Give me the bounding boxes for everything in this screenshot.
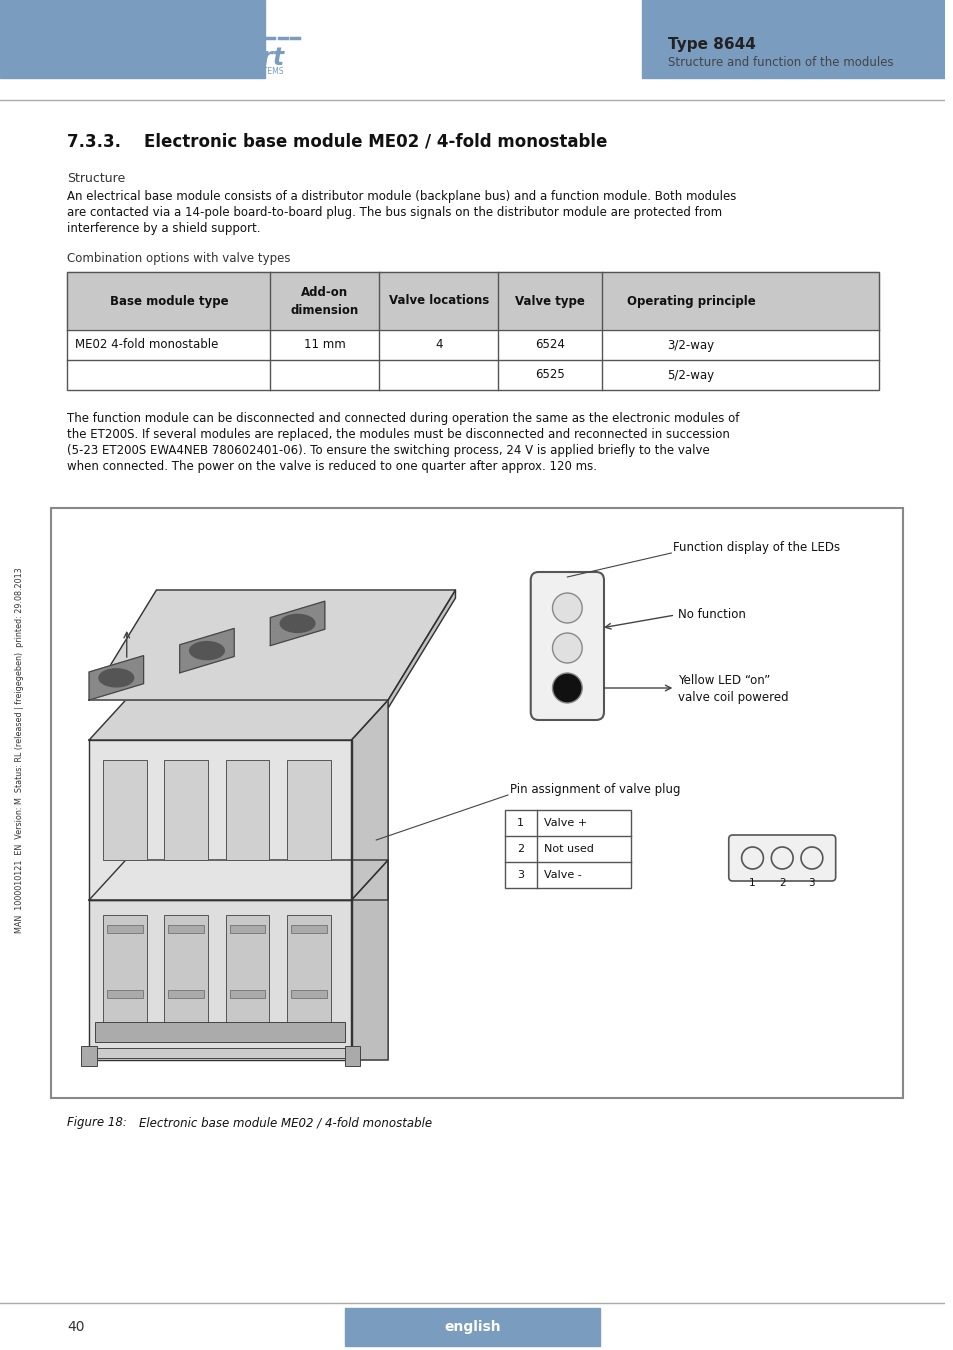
Text: 3: 3 bbox=[808, 878, 815, 888]
Text: dimension: dimension bbox=[291, 304, 358, 316]
Text: (5-23 ET200S EWA4NEB 780602401-06). To ensure the switching process, 24 V is app: (5-23 ET200S EWA4NEB 780602401-06). To e… bbox=[68, 444, 709, 458]
Text: An electrical base module consists of a distributor module (backplane bus) and a: An electrical base module consists of a … bbox=[68, 190, 736, 202]
Text: Structure: Structure bbox=[68, 171, 126, 185]
Text: when connected. The power on the valve is reduced to one quarter after approx. 1: when connected. The power on the valve i… bbox=[68, 460, 597, 472]
Text: 6524: 6524 bbox=[535, 339, 564, 351]
Text: 7.3.3.    Electronic base module ME02 / 4-fold monostable: 7.3.3. Electronic base module ME02 / 4-f… bbox=[68, 134, 607, 151]
Bar bbox=[68, 360, 879, 390]
Text: are contacted via a 14-pole board-to-board plug. The bus signals on the distribu: are contacted via a 14-pole board-to-boa… bbox=[68, 207, 721, 219]
Bar bbox=[68, 271, 879, 390]
Polygon shape bbox=[89, 900, 351, 1060]
Bar bbox=[164, 915, 208, 1035]
Bar bbox=[51, 508, 902, 1098]
Text: 1: 1 bbox=[748, 878, 755, 888]
Circle shape bbox=[552, 593, 581, 622]
Text: No function: No function bbox=[678, 609, 745, 621]
Text: Valve type: Valve type bbox=[515, 294, 584, 308]
Bar bbox=[164, 760, 208, 860]
Bar bbox=[287, 760, 331, 860]
Bar bbox=[344, 1308, 599, 1346]
Text: ME02 4-fold monostable: ME02 4-fold monostable bbox=[75, 339, 218, 351]
Text: Operating principle: Operating principle bbox=[626, 294, 755, 308]
Text: Yellow LED “on”: Yellow LED “on” bbox=[678, 675, 770, 687]
Bar bbox=[81, 1048, 360, 1058]
Text: 3/2-way: 3/2-way bbox=[667, 339, 714, 351]
Ellipse shape bbox=[190, 641, 224, 660]
Bar bbox=[287, 915, 331, 1035]
Text: english: english bbox=[443, 1320, 500, 1334]
Bar bbox=[81, 1046, 97, 1066]
Bar bbox=[107, 925, 142, 933]
Bar bbox=[168, 925, 204, 933]
Text: Combination options with valve types: Combination options with valve types bbox=[68, 252, 291, 265]
FancyBboxPatch shape bbox=[530, 572, 603, 720]
Text: Valve locations: Valve locations bbox=[388, 294, 488, 308]
Bar bbox=[344, 1046, 360, 1066]
Polygon shape bbox=[351, 701, 388, 900]
Bar bbox=[226, 760, 269, 860]
Text: valve coil powered: valve coil powered bbox=[678, 690, 788, 703]
Text: Electronic base module ME02 / 4-fold monostable: Electronic base module ME02 / 4-fold mon… bbox=[138, 1116, 432, 1129]
Text: 11 mm: 11 mm bbox=[304, 339, 345, 351]
Text: 1: 1 bbox=[517, 818, 524, 828]
Text: Function display of the LEDs: Function display of the LEDs bbox=[673, 541, 840, 555]
Text: 3: 3 bbox=[517, 869, 524, 880]
Circle shape bbox=[771, 846, 792, 869]
Text: 6525: 6525 bbox=[535, 369, 564, 382]
Bar bbox=[107, 990, 142, 998]
Polygon shape bbox=[89, 740, 351, 900]
Text: Base module type: Base module type bbox=[110, 294, 228, 308]
Circle shape bbox=[801, 846, 821, 869]
Text: FLUID CONTROL SYSTEMS: FLUID CONTROL SYSTEMS bbox=[185, 68, 284, 77]
Text: 40: 40 bbox=[68, 1320, 85, 1334]
Polygon shape bbox=[89, 656, 143, 701]
Bar bbox=[291, 925, 327, 933]
Text: Pin assignment of valve plug: Pin assignment of valve plug bbox=[510, 783, 679, 796]
Polygon shape bbox=[270, 601, 324, 645]
Polygon shape bbox=[351, 860, 388, 1060]
Polygon shape bbox=[89, 590, 455, 701]
Ellipse shape bbox=[99, 668, 133, 687]
Text: Add-on: Add-on bbox=[301, 285, 348, 298]
Text: 5/2-way: 5/2-way bbox=[667, 369, 714, 382]
Bar bbox=[95, 1022, 344, 1042]
Ellipse shape bbox=[280, 614, 314, 632]
Text: Valve -: Valve - bbox=[543, 869, 580, 880]
Bar bbox=[103, 915, 147, 1035]
Text: Valve +: Valve + bbox=[543, 818, 586, 828]
Text: burkert: burkert bbox=[185, 46, 284, 70]
Bar bbox=[168, 990, 204, 998]
Bar bbox=[68, 271, 879, 329]
Bar bbox=[291, 990, 327, 998]
Bar bbox=[230, 925, 265, 933]
Polygon shape bbox=[89, 701, 388, 740]
Text: the ET200S. If several modules are replaced, the modules must be disconnected an: the ET200S. If several modules are repla… bbox=[68, 428, 729, 441]
Text: MAN  1000010121  EN  Version: M  Status: RL (released | freigegeben)  printed: 2: MAN 1000010121 EN Version: M Status: RL … bbox=[15, 567, 24, 933]
Text: Not used: Not used bbox=[543, 844, 593, 855]
Bar bbox=[103, 760, 147, 860]
Text: Structure and function of the modules: Structure and function of the modules bbox=[668, 57, 893, 69]
Circle shape bbox=[552, 633, 581, 663]
Bar bbox=[68, 329, 879, 360]
Text: Type 8644: Type 8644 bbox=[668, 38, 756, 53]
Text: The function module can be disconnected and connected during operation the same : The function module can be disconnected … bbox=[68, 412, 739, 425]
Bar bbox=[230, 990, 265, 998]
Bar bbox=[226, 915, 269, 1035]
Text: Figure 18:: Figure 18: bbox=[68, 1116, 127, 1129]
Bar bbox=[0, 0, 265, 78]
Bar bbox=[641, 0, 943, 78]
Text: interference by a shield support.: interference by a shield support. bbox=[68, 221, 260, 235]
Circle shape bbox=[552, 674, 581, 703]
Text: 4: 4 bbox=[435, 339, 442, 351]
Text: 2: 2 bbox=[778, 878, 784, 888]
Text: 2: 2 bbox=[517, 844, 524, 855]
Polygon shape bbox=[179, 629, 233, 672]
Polygon shape bbox=[89, 860, 388, 900]
Circle shape bbox=[740, 846, 762, 869]
Bar bbox=[504, 810, 630, 888]
FancyBboxPatch shape bbox=[728, 836, 835, 882]
Polygon shape bbox=[388, 590, 455, 707]
